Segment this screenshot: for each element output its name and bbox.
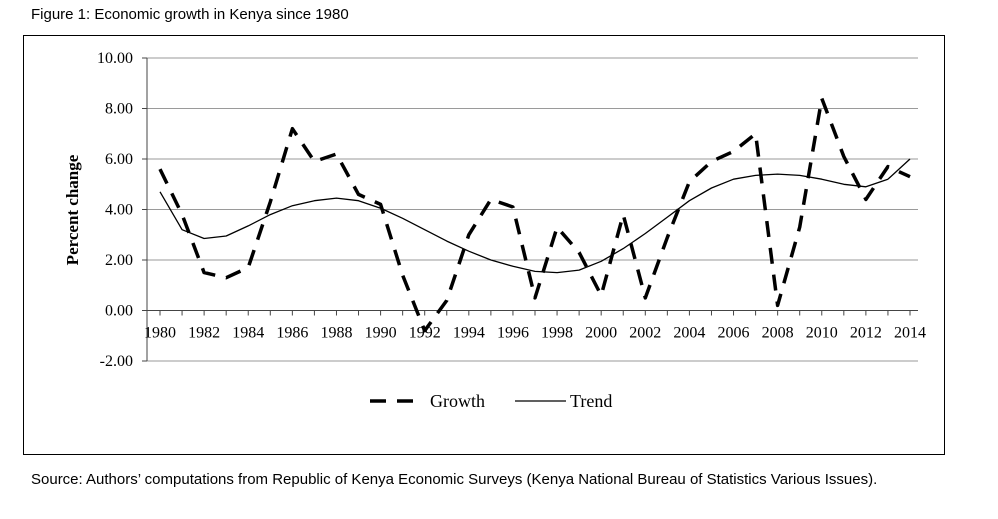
x-tick-label: 1994 <box>453 325 485 342</box>
x-tick-label: 1998 <box>541 325 573 342</box>
x-tick-label: 2000 <box>585 325 617 342</box>
y-tick-label: -2.00 <box>100 353 133 370</box>
y-tick-label: 0.00 <box>105 303 133 320</box>
legend-layer: Growth Trend <box>370 391 612 411</box>
x-tick-label: 2006 <box>718 325 750 342</box>
legend-label-growth: Growth <box>430 391 485 411</box>
x-tick-label: 1986 <box>276 325 308 342</box>
x-tick-label: 2014 <box>894 325 926 342</box>
x-tick-label: 2002 <box>629 325 661 342</box>
x-tick-label: 1980 <box>144 325 176 342</box>
series-line-growth <box>158 96 911 333</box>
grid-layer <box>147 57 918 362</box>
x-tick-label: 1992 <box>409 325 441 342</box>
x-tick-label: 2008 <box>762 325 794 342</box>
y-tick-label: 4.00 <box>105 202 133 219</box>
series-layer <box>158 96 911 333</box>
y-axis-label: Percent change <box>63 154 82 265</box>
x-tick-label: 2012 <box>850 325 882 342</box>
y-tick-label: 10.00 <box>97 50 133 67</box>
y-tick-label: 8.00 <box>105 101 133 118</box>
figure-title: Figure 1: Economic growth in Kenya since… <box>31 6 349 23</box>
x-tick-label: 1988 <box>320 325 352 342</box>
series-line-trend <box>159 158 911 274</box>
x-tick-label: 1990 <box>365 325 397 342</box>
chart-frame <box>23 35 945 455</box>
source-note: Source: Authors’ computations from Repub… <box>31 471 878 488</box>
y-tick-label: 2.00 <box>105 252 133 269</box>
x-tick-label: 2010 <box>806 325 838 342</box>
x-tick-label: 1996 <box>497 325 529 342</box>
x-tick-label: 2004 <box>673 325 705 342</box>
axis-layer: 10.00 8.00 6.00 4.00 2.00 0.00 -2.00 1980 1982 19… <box>97 50 926 370</box>
x-tick-label: 1982 <box>188 325 220 342</box>
x-tick-label: 1984 <box>232 325 264 342</box>
y-tick-label: 6.00 <box>105 151 133 168</box>
legend-label-trend: Trend <box>570 391 612 411</box>
